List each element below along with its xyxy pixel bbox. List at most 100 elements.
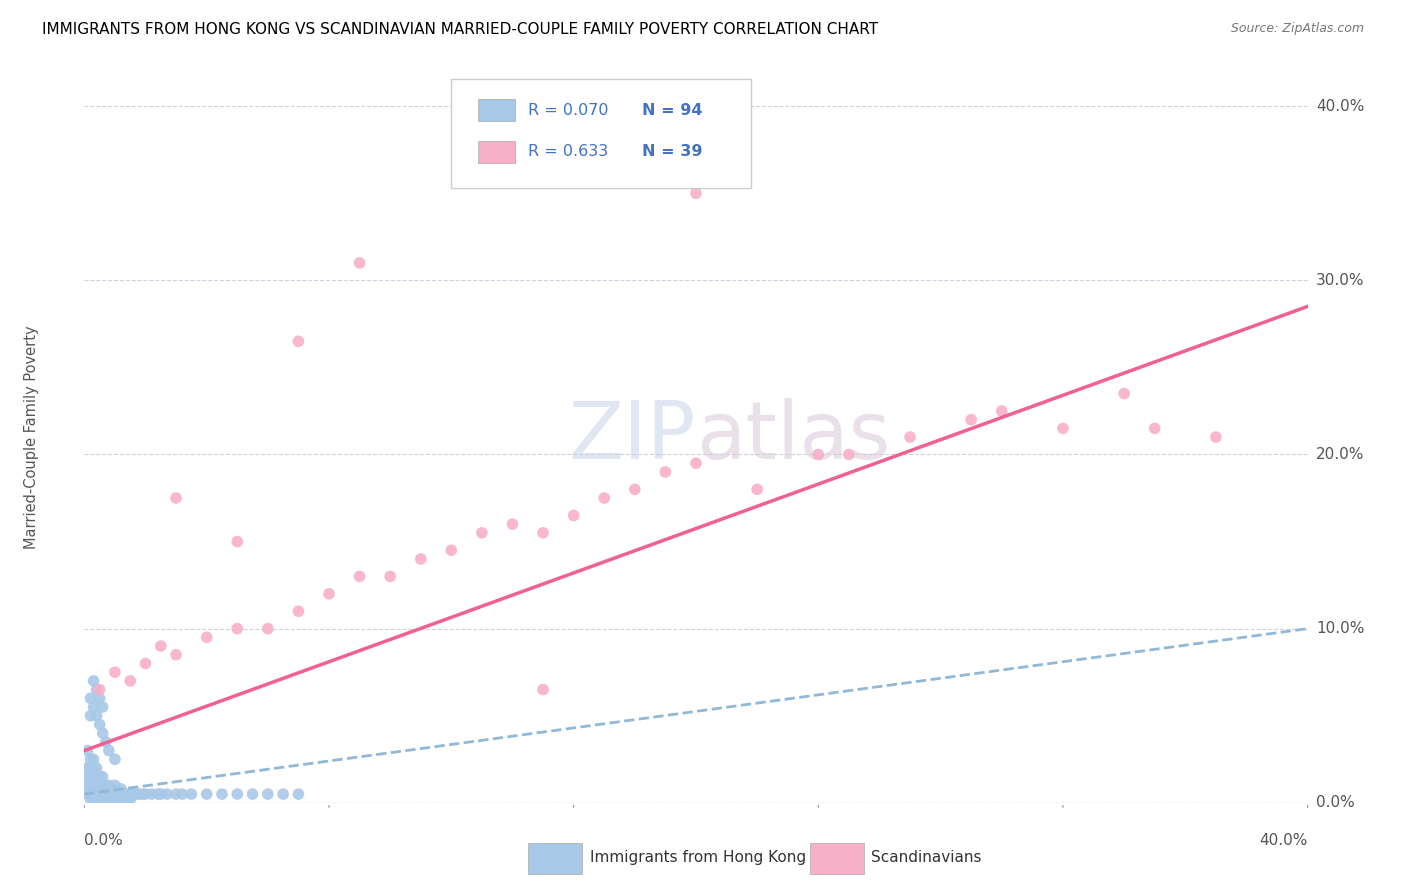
Text: ZIP: ZIP	[568, 398, 696, 476]
Point	[101, 792, 124, 806]
Point	[135, 657, 157, 671]
Text: atlas: atlas	[696, 398, 890, 476]
Point	[112, 787, 135, 801]
Point	[97, 743, 120, 757]
Point	[86, 761, 108, 775]
Point	[115, 792, 138, 806]
Point	[79, 761, 101, 775]
Point	[195, 787, 218, 801]
Point	[83, 752, 105, 766]
Point	[86, 781, 108, 796]
Text: R = 0.633: R = 0.633	[529, 145, 609, 160]
Point	[89, 717, 111, 731]
Point	[83, 770, 105, 784]
Point	[83, 790, 105, 805]
Point	[83, 787, 105, 801]
Point	[86, 789, 108, 803]
FancyBboxPatch shape	[529, 843, 582, 874]
Point	[79, 770, 101, 784]
Text: 10.0%: 10.0%	[1316, 621, 1364, 636]
Point	[838, 448, 860, 462]
Point	[195, 631, 218, 645]
Point	[122, 787, 145, 801]
Point	[146, 787, 169, 801]
Point	[89, 778, 111, 792]
Text: Immigrants from Hong Kong: Immigrants from Hong Kong	[589, 850, 806, 865]
Point	[86, 778, 108, 792]
Point	[79, 787, 101, 801]
Point	[104, 781, 127, 796]
Text: Scandinavians: Scandinavians	[870, 850, 981, 865]
Point	[165, 648, 187, 662]
Point	[141, 787, 163, 801]
Point	[79, 781, 101, 796]
Point	[76, 770, 98, 784]
Point	[76, 761, 98, 775]
Point	[318, 587, 340, 601]
Point	[747, 483, 769, 497]
Point	[685, 456, 707, 470]
Point	[86, 770, 108, 784]
Point	[91, 792, 114, 806]
Point	[960, 412, 983, 426]
Text: Source: ZipAtlas.com: Source: ZipAtlas.com	[1230, 22, 1364, 36]
Text: 40.0%: 40.0%	[1260, 833, 1308, 848]
Point	[1143, 421, 1166, 435]
Point	[107, 787, 129, 801]
Point	[654, 465, 676, 479]
Point	[89, 787, 111, 801]
Text: N = 94: N = 94	[643, 103, 703, 118]
Point	[531, 525, 554, 540]
Point	[76, 743, 98, 757]
Point	[287, 787, 309, 801]
Point	[110, 790, 132, 805]
Point	[110, 787, 132, 801]
Point	[107, 792, 129, 806]
Text: 20.0%: 20.0%	[1316, 447, 1364, 462]
Point	[349, 569, 371, 583]
Point	[991, 404, 1014, 418]
Point	[83, 761, 105, 775]
Point	[104, 778, 127, 792]
Point	[226, 534, 249, 549]
Point	[97, 781, 120, 796]
Point	[149, 787, 172, 801]
Text: 0.0%: 0.0%	[1316, 796, 1354, 810]
Point	[91, 787, 114, 801]
Point	[593, 491, 616, 505]
Point	[349, 256, 371, 270]
Text: Married-Couple Family Poverty: Married-Couple Family Poverty	[24, 326, 39, 549]
Point	[91, 700, 114, 714]
Point	[86, 682, 108, 697]
Point	[94, 778, 117, 792]
Point	[76, 787, 98, 801]
Point	[562, 508, 585, 523]
Point	[86, 708, 108, 723]
Point	[79, 792, 101, 806]
Point	[135, 787, 157, 801]
Text: IMMIGRANTS FROM HONG KONG VS SCANDINAVIAN MARRIED-COUPLE FAMILY POVERTY CORRELAT: IMMIGRANTS FROM HONG KONG VS SCANDINAVIA…	[42, 22, 879, 37]
Point	[271, 787, 294, 801]
Point	[94, 781, 117, 796]
Point	[97, 790, 120, 805]
Point	[409, 552, 432, 566]
Point	[624, 483, 647, 497]
Point	[94, 790, 117, 805]
Point	[89, 790, 111, 805]
Point	[807, 448, 830, 462]
Point	[257, 787, 280, 801]
FancyBboxPatch shape	[478, 141, 515, 163]
Point	[471, 525, 494, 540]
Point	[89, 691, 111, 706]
Point	[89, 781, 111, 796]
Point	[128, 787, 150, 801]
Point	[83, 778, 105, 792]
Point	[287, 334, 309, 349]
Point	[131, 787, 153, 801]
Point	[257, 622, 280, 636]
Point	[83, 673, 105, 688]
Point	[226, 622, 249, 636]
Point	[91, 726, 114, 740]
Point	[120, 673, 142, 688]
Point	[531, 682, 554, 697]
